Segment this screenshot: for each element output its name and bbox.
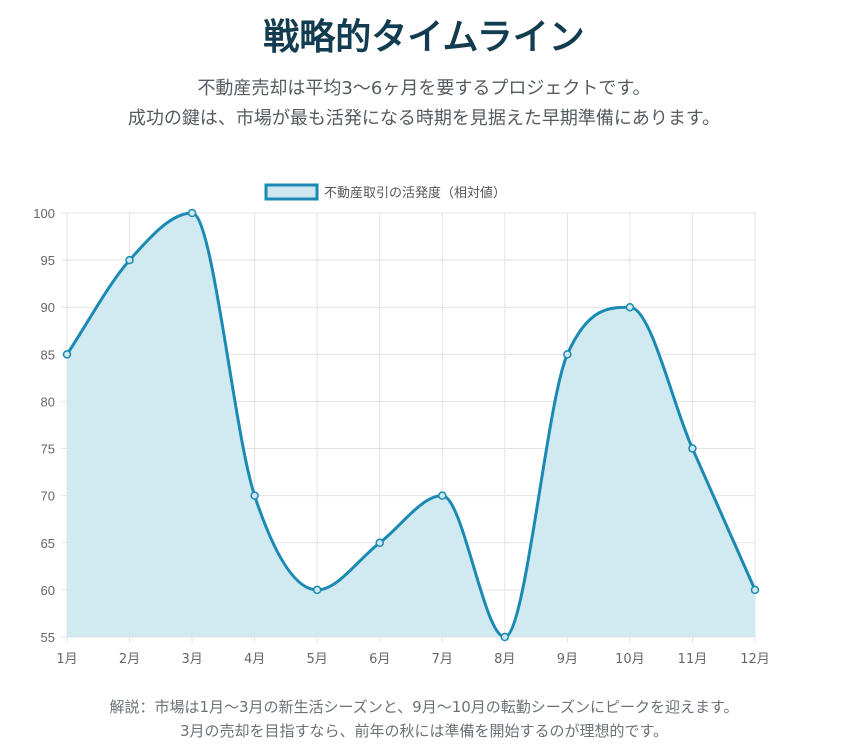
- subtitle-line-1: 不動産売却は平均3〜6ヶ月を要するプロジェクトです。: [197, 78, 651, 99]
- page-title: 戦略的タイムライン: [263, 17, 585, 58]
- x-tick-label: 12月: [740, 652, 770, 667]
- x-tick-label: 4月: [244, 652, 265, 667]
- series-area-fill: [67, 213, 755, 637]
- x-tick-label: 7月: [432, 652, 453, 667]
- x-tick-label: 2月: [119, 652, 140, 667]
- chart-points: [62, 208, 760, 642]
- x-tick-label: 10月: [615, 652, 645, 667]
- y-tick-label: 70: [41, 489, 55, 504]
- y-tick-label: 75: [41, 442, 55, 457]
- y-tick-label: 90: [41, 300, 55, 315]
- y-tick-label: 100: [33, 206, 55, 221]
- x-tick-label: 1月: [56, 652, 77, 667]
- y-tick-label: 65: [41, 536, 55, 551]
- data-point-2[interactable]: [125, 255, 134, 265]
- y-tick-label: 55: [41, 630, 55, 645]
- y-tick-label: 80: [41, 394, 55, 409]
- x-tick-label: 5月: [307, 652, 328, 667]
- legend-swatch[interactable]: [264, 183, 319, 201]
- data-point-11[interactable]: [688, 444, 697, 453]
- y-tick-label: 95: [41, 253, 55, 268]
- y-tick-label: 85: [41, 347, 55, 362]
- chart-legend[interactable]: 不動産取引の活発度（相対値）: [264, 183, 506, 201]
- data-point-3[interactable]: [187, 208, 197, 218]
- x-axis-ticks: 1月 2月 3月 4月 5月 6月 7月 8月 9月 10月 11月 12月: [56, 652, 769, 667]
- data-point-5[interactable]: [312, 585, 322, 595]
- y-axis-ticks: 55 60 65 70 75 80 85 90 95 100: [33, 206, 55, 645]
- chart-container: 55 60 65 70 75 80 85 90 95 100 1月 2月 3月 4月 5月 6月 7月 8月 9月…: [0, 172, 848, 672]
- data-point-9[interactable]: [563, 350, 572, 359]
- data-point-8[interactable]: [500, 632, 510, 642]
- data-point-4[interactable]: [250, 491, 259, 500]
- data-point-7[interactable]: [438, 491, 447, 500]
- x-tick-label: 9月: [557, 652, 578, 667]
- x-tick-label: 3月: [181, 652, 202, 667]
- x-tick-label: 8月: [494, 652, 515, 667]
- footnote-line-1: 解説：市場は1月〜3月の新生活シーズンと、9月〜10月の転勤シーズンにピークを迎…: [109, 698, 739, 716]
- y-tick-label: 60: [41, 583, 55, 598]
- x-tick-label: 6月: [369, 652, 390, 667]
- activity-chart: 55 60 65 70 75 80 85 90 95 100 1月 2月 3月 4月 5月 6月 7月 8月 9月…: [33, 183, 770, 667]
- legend-label[interactable]: 不動産取引の活発度（相対値）: [324, 185, 506, 201]
- data-point-10[interactable]: [625, 302, 635, 312]
- data-point-6[interactable]: [375, 538, 384, 548]
- subtitle-line-2: 成功の鍵は、市場が最も活発になる時期を見据えた早期準備にあります。: [127, 108, 721, 129]
- chart-area-layer: [65, 211, 757, 639]
- footnote-line-2: 3月の売却を目指すなら、前年の秋には準備を開始するのが理想的です。: [179, 722, 669, 740]
- data-point-12[interactable]: [750, 585, 760, 595]
- data-point-1[interactable]: [62, 350, 72, 359]
- x-tick-label: 11月: [678, 652, 708, 667]
